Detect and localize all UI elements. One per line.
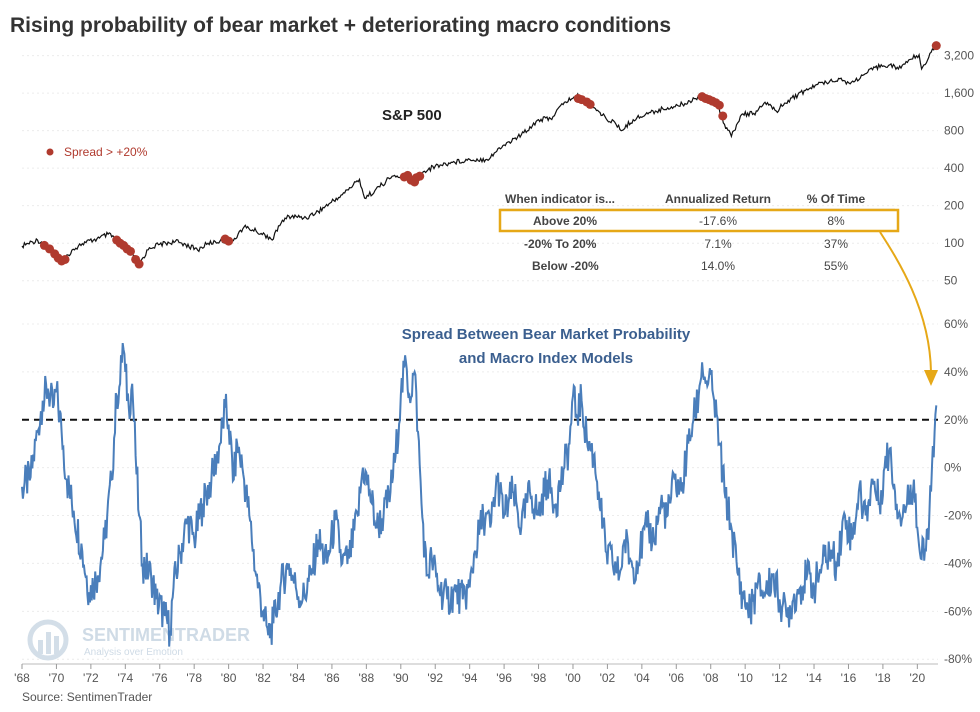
x-axis: '68 '70 '72 '74 '76 '78 '80 '82 '84 '86 '88 '90 '92 '… (14, 664, 938, 685)
y-tick-label: -60% (944, 604, 972, 618)
annotation-arrow-line (880, 232, 931, 372)
watermark-tagline: Analysis over Emotion (84, 647, 183, 658)
table-row-time: 8% (827, 214, 845, 228)
table-header-return: Annualized Return (665, 192, 771, 206)
highlight-dot (715, 101, 724, 110)
x-tick-label: '06 (668, 671, 684, 685)
y-tick-label: -40% (944, 556, 972, 570)
x-tick-label: '80 (221, 671, 237, 685)
sp500-latest-dot (932, 41, 941, 50)
x-tick-label: '98 (531, 671, 547, 685)
highlight-dot (586, 100, 595, 109)
table-header-condition: When indicator is... (505, 192, 615, 206)
x-tick-label: '04 (634, 671, 650, 685)
y-tick-label: 200 (944, 199, 964, 213)
x-tick-label: '12 (772, 671, 788, 685)
spread-series-line (22, 343, 936, 646)
x-tick-label: '94 (462, 671, 478, 685)
legend-label: Spread > +20% (64, 145, 148, 159)
table-row-time: 37% (824, 237, 848, 251)
x-tick-label: '16 (841, 671, 857, 685)
x-tick-label: '84 (290, 671, 306, 685)
x-tick-label: '20 (910, 671, 926, 685)
annotation-arrow (880, 232, 938, 386)
sp500-label: S&P 500 (382, 107, 442, 124)
watermark-name: SENTIMENTRADER (82, 625, 250, 645)
stats-table: When indicator is... Annualized Return %… (500, 192, 898, 273)
spread-title-line-2: and Macro Index Models (459, 350, 633, 367)
legend-dot-icon (47, 149, 54, 156)
table-row-time: 55% (824, 259, 848, 273)
y-tick-label: 1,600 (944, 86, 974, 100)
top-panel-gridlines (22, 56, 938, 281)
top-panel-y-axis: 3,200 1,600 800 400 200 100 50 (944, 49, 974, 288)
table-row-label: Below -20% (532, 259, 599, 273)
table-row-label: Above 20% (533, 214, 597, 228)
watermark-bar-icon (46, 632, 51, 654)
y-tick-label: 800 (944, 124, 964, 138)
x-tick-label: '68 (14, 671, 30, 685)
chart-title: Rising probability of bear market + dete… (10, 14, 671, 37)
x-tick-label: '90 (393, 671, 409, 685)
table-row-label: -20% To 20% (524, 237, 597, 251)
legend: Spread > +20% (47, 145, 148, 159)
highlight-dot (135, 260, 144, 269)
watermark-bar-icon (54, 636, 59, 654)
y-tick-label: 60% (944, 317, 968, 331)
highlight-dot (718, 111, 727, 120)
x-tick-label: '08 (703, 671, 719, 685)
x-tick-label: '74 (117, 671, 133, 685)
y-tick-label: 100 (944, 236, 964, 250)
table-header-time: % Of Time (807, 192, 866, 206)
sp500-series-line (22, 46, 936, 266)
x-tick-label: '02 (600, 671, 616, 685)
highlight-dot (415, 172, 424, 181)
x-tick-label: '82 (255, 671, 271, 685)
highlight-dot (224, 237, 233, 246)
watermark-bar-icon (38, 640, 43, 654)
y-tick-label: 50 (944, 274, 958, 288)
x-tick-label: '88 (359, 671, 375, 685)
x-tick-label: '72 (83, 671, 99, 685)
bottom-panel-y-axis: 60% 40% 20% 0% -20% -40% -60% -80% (944, 317, 972, 666)
spread-title-line-1: Spread Between Bear Market Probability (402, 326, 691, 343)
y-tick-label: 400 (944, 161, 964, 175)
x-tick-label: '18 (875, 671, 891, 685)
table-row-return: -17.6% (699, 214, 737, 228)
y-tick-label: 40% (944, 365, 968, 379)
y-tick-label: 20% (944, 413, 968, 427)
x-tick-label: '86 (324, 671, 340, 685)
highlight-dot (126, 247, 135, 256)
x-tick-label: '14 (806, 671, 822, 685)
table-row-return: 7.1% (704, 237, 732, 251)
y-tick-label: 3,200 (944, 49, 974, 63)
source-note: Source: SentimenTrader (22, 690, 152, 704)
highlight-dot (61, 255, 70, 264)
x-tick-label: '92 (427, 671, 443, 685)
y-tick-label: 0% (944, 461, 962, 475)
y-tick-label: -80% (944, 652, 972, 666)
x-tick-label: '96 (496, 671, 512, 685)
spread-panel-title: Spread Between Bear Market Probability a… (402, 326, 691, 367)
table-row-return: 14.0% (701, 259, 735, 273)
x-tick-label: '76 (152, 671, 168, 685)
watermark: SENTIMENTRADER Analysis over Emotion (30, 622, 250, 658)
x-tick-label: '70 (49, 671, 65, 685)
y-tick-label: -20% (944, 509, 972, 523)
chart-canvas: Rising probability of bear market + dete… (0, 0, 980, 712)
x-tick-label: '10 (737, 671, 753, 685)
x-tick-label: '78 (186, 671, 202, 685)
x-tick-label: '00 (565, 671, 581, 685)
annotation-arrowhead-icon (924, 370, 938, 386)
